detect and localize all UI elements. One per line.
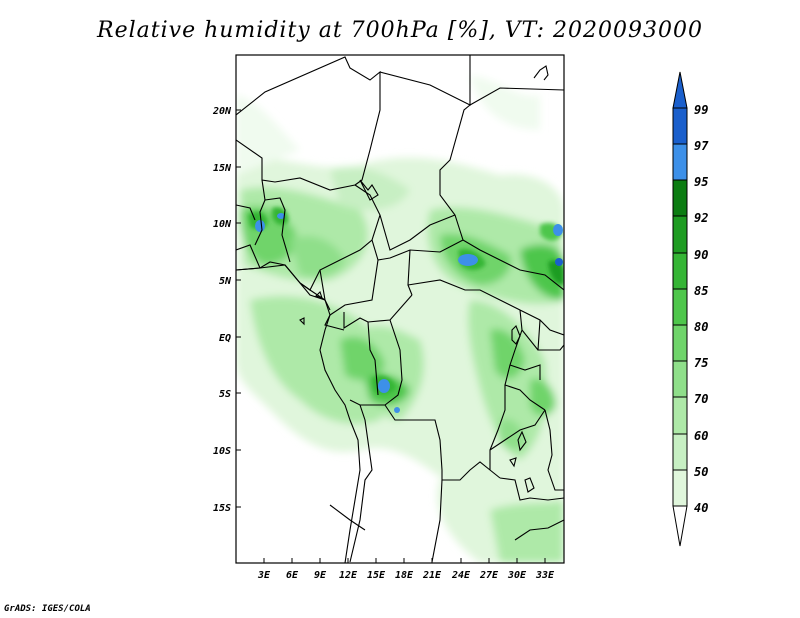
colorbar-label-80: 80: [694, 320, 708, 334]
map-frame: [235, 54, 565, 564]
colorbar-swatch-90-92: [672, 215, 688, 254]
colorbar-label-60: 60: [694, 429, 708, 443]
longitude-labels: 3E 6E 9E 12E 15E 18E 21E 24E 27E 30E 33E: [257, 570, 555, 581]
latitude-labels: 20N 15N 10N 5N EQ 5S 10S 15S: [212, 106, 232, 514]
colorbar-swatch-97-99: [672, 107, 688, 145]
lon-label-3e: 3E: [257, 570, 271, 581]
lon-label-9e: 9E: [314, 570, 327, 581]
colorbar-swatch-80-85: [672, 288, 688, 326]
colorbar-label-92: 92: [694, 211, 708, 225]
lon-label-33e: 33E: [535, 570, 555, 581]
saturation-spots: [255, 213, 563, 413]
colorbar-label-50: 50: [694, 465, 708, 479]
colorbar-label-95: 95: [694, 175, 708, 189]
lat-label-5n: 5N: [219, 276, 232, 287]
lon-label-30e: 30E: [507, 570, 527, 581]
colorbar-swatch-75-80: [672, 324, 688, 362]
latitude-axis: [236, 109, 241, 508]
colorbar-swatch-40-50: [672, 469, 688, 507]
colorbar-swatch-70-75: [672, 360, 688, 398]
lon-label-18e: 18E: [395, 570, 414, 581]
lat-label-5s: 5S: [219, 389, 231, 400]
coastline: [236, 264, 361, 563]
lat-label-10n: 10N: [213, 219, 232, 230]
lon-label-27e: 27E: [479, 570, 499, 581]
colorbar-label-90: 90: [694, 248, 708, 262]
lat-label-15s: 15S: [213, 503, 231, 514]
colorbar-label-70: 70: [694, 392, 708, 406]
colorbar-swatch-60-70: [672, 396, 688, 435]
colorbar-swatch-50-60: [672, 433, 688, 471]
lat-label-20n: 20N: [212, 106, 232, 117]
map-title: Relative humidity at 700hPa [%], VT: 202…: [97, 18, 703, 43]
lat-label-15n: 15N: [213, 163, 232, 174]
colorbar-label-97: 97: [694, 139, 709, 153]
colorbar-top-arrow: [672, 71, 688, 109]
lon-label-15e: 15E: [367, 570, 386, 581]
colorbar-label-75: 75: [694, 356, 708, 370]
colorbar-label-40: 40: [694, 501, 708, 515]
country-borders: [236, 55, 564, 563]
colorbar-swatch-85-90: [672, 252, 688, 290]
lon-label-12e: 12E: [339, 570, 358, 581]
longitude-axis: [263, 558, 546, 563]
grads-credit: GrADS: IGES/COLA: [4, 604, 91, 614]
colorbar-labels: 40 50 60 70 75 80 85 90 92 95 97 99: [694, 103, 709, 515]
colorbar-label-85: 85: [694, 284, 708, 298]
lon-label-21e: 21E: [422, 570, 442, 581]
lon-label-6e: 6E: [286, 570, 299, 581]
colorbar-bottom-arrow: [672, 505, 688, 547]
colorbar-label-99: 99: [694, 103, 708, 117]
colorbar-swatch-95-97: [672, 143, 688, 181]
humidity-field: [236, 55, 564, 563]
lat-label-10s: 10S: [213, 446, 231, 457]
lon-label-24e: 24E: [451, 570, 471, 581]
colorbar: [672, 71, 688, 547]
lat-label-eq: EQ: [219, 333, 231, 344]
colorbar-swatch-92-95: [672, 179, 688, 217]
